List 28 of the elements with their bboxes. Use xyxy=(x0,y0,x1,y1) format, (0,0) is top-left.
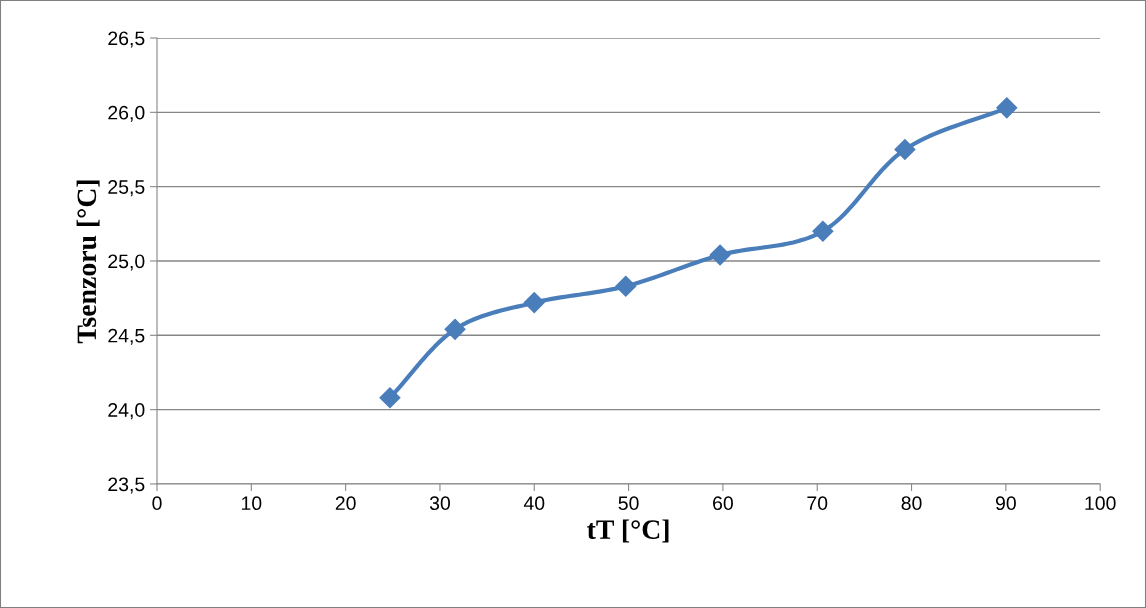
y-axis-title: Tsenzoru [°C] xyxy=(76,180,100,344)
point xyxy=(996,97,1018,119)
x-tick-label: 90 xyxy=(995,496,1016,511)
point xyxy=(894,138,916,161)
x-tick-label: 0 xyxy=(152,496,162,511)
y-tick-label: 23,5 xyxy=(108,477,145,494)
x-tick-label: 60 xyxy=(713,496,733,511)
y-tick-label: 24,0 xyxy=(108,403,145,420)
point xyxy=(812,220,834,242)
x-tick-label: 100 xyxy=(1085,496,1116,511)
y-tick-label: 26,5 xyxy=(108,31,145,48)
point xyxy=(709,244,731,266)
y-tick-label: 26,0 xyxy=(108,105,145,122)
point xyxy=(379,387,401,409)
y-tick-label: 25,5 xyxy=(108,180,145,197)
x-tick-label: 50 xyxy=(618,496,639,511)
x-tick-label: 70 xyxy=(807,496,828,511)
y-tick-label: 24,5 xyxy=(108,328,145,345)
x-axis-title: tT [°C] xyxy=(587,519,669,543)
x-tick-label: 20 xyxy=(335,496,356,511)
y-tick-label: 25,0 xyxy=(108,254,145,271)
point xyxy=(523,292,545,314)
x-tick-label: 30 xyxy=(429,496,450,511)
x-tick-label: 10 xyxy=(241,496,262,511)
point xyxy=(444,318,466,340)
point xyxy=(615,275,637,297)
x-tick-label: 80 xyxy=(901,496,922,511)
x-tick-label: 40 xyxy=(523,496,545,511)
